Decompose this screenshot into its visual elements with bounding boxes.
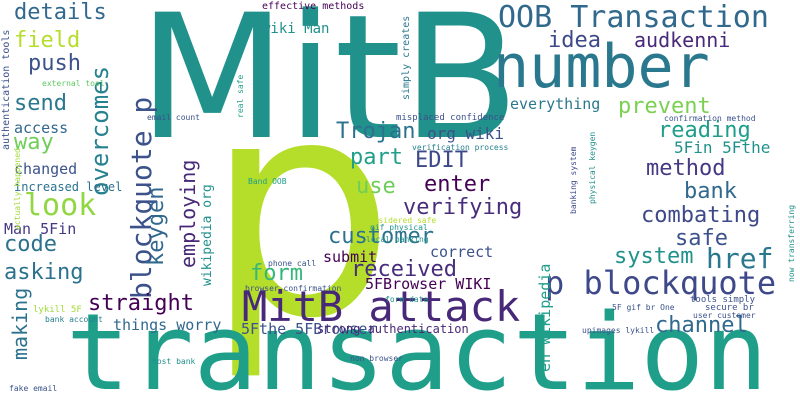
word-mitb: MitB <box>138 0 520 178</box>
word-prevent: prevent <box>618 94 711 119</box>
word-method: method <box>646 156 726 181</box>
word-everything: everything <box>510 95 601 113</box>
word-considered-safe: considered safe <box>364 216 437 225</box>
word-enter: enter <box>424 172 491 197</box>
word-straight: straight <box>88 291 194 316</box>
word-email-count: email count <box>147 113 200 122</box>
word-edit: EDIT <box>415 148 468 173</box>
word-field: field <box>14 28 81 53</box>
word-access: access <box>14 119 69 137</box>
word-increased-level: increased level <box>14 180 123 194</box>
word-making: making <box>8 287 32 360</box>
word-non-browser: non browser <box>350 354 403 363</box>
word-5f-gif-br-one: 5F gif br One <box>612 303 675 312</box>
word-verification-process: verification process <box>412 143 509 152</box>
word-keygen: keygen <box>144 186 169 266</box>
word-combating: combating <box>641 203 761 228</box>
word-safe: safe <box>675 226 728 251</box>
word-customer: customer <box>328 224 434 249</box>
word-audkenni: audkenni <box>634 28 731 52</box>
word-asking: asking <box>4 260 84 285</box>
word-now-transferring: now transferring <box>787 204 796 282</box>
word-look: look <box>24 188 97 223</box>
word-5fbrowser-wiki: 5FBrowser WIKI <box>365 275 492 293</box>
word-transaction: transaction <box>66 291 768 400</box>
word-reading: reading <box>658 118 751 143</box>
word-form-data: form data <box>385 295 429 304</box>
word-en-wikipedia: en wikipedia <box>536 263 554 372</box>
word-channel: channel <box>655 313 748 338</box>
word-5fin-5fthe: 5Fin 5Fthe <box>674 138 771 157</box>
word-tools-simply: tools simply <box>690 295 756 305</box>
word-push: push <box>28 51 81 76</box>
word-local-banking: local banking <box>366 235 429 244</box>
word-form: form <box>250 261 303 286</box>
word-bank: bank <box>684 179 737 204</box>
word-confirmation-method: confirmation method <box>664 114 756 123</box>
word-submit: submit <box>323 248 378 266</box>
word-lykill-5f: lykill 5F <box>33 305 82 315</box>
word-upimages-lykill: upimages lykill <box>582 326 655 335</box>
word-part: part <box>350 145 403 170</box>
word-user-customer: user customer <box>693 311 756 320</box>
word-p: p <box>205 35 396 384</box>
word-host-bank: host bank <box>152 357 196 366</box>
word-gif-physical: gif physical <box>370 223 428 232</box>
word-phone-call: phone call <box>268 259 317 268</box>
word-mitb-attack: MitB attack <box>242 282 521 331</box>
word-things-worry: things worry <box>113 316 222 334</box>
word-external-tool: external tool <box>42 79 105 88</box>
word-number: number <box>493 32 710 102</box>
word-code: code <box>4 232 57 257</box>
word-way: way <box>14 130 54 155</box>
word-wikipedia-org: wikipedia org <box>200 184 215 286</box>
word-browser-confirmation: browser confirmation <box>245 284 342 293</box>
word-use: use <box>356 174 396 199</box>
word-changed: changed <box>14 160 78 178</box>
word-verifying: verifying <box>403 195 523 220</box>
word-received: received <box>351 257 457 282</box>
word-fake-email: fake email <box>9 384 58 393</box>
word-system: system <box>614 244 694 269</box>
word-man-5fin: Man 5Fin <box>4 220 77 238</box>
word-real-safe: real safe <box>236 74 245 118</box>
word-oob-transaction: OOB Transaction <box>498 0 769 35</box>
word-send: send <box>14 91 67 116</box>
word-correct: correct <box>430 243 494 261</box>
word-actually-happened: actually happened <box>13 148 22 230</box>
word-wiki-man: wiki Man <box>262 21 330 37</box>
word-misplaced-confidence: misplaced confidence <box>396 113 505 123</box>
word-p-blockquote: p blockquote <box>545 264 777 302</box>
word-band-oob: Band OOB <box>248 177 287 186</box>
word-5fthe-5fbrowser: 5Fthe 5FBrowser <box>241 320 377 338</box>
word-physical-keygen: physical keygen <box>588 131 597 204</box>
word-strong-authentication: strong authentication <box>317 322 469 336</box>
word-idea: idea <box>548 28 601 53</box>
word-effective-methods: effective methods <box>262 1 365 12</box>
word-href: href <box>706 242 774 275</box>
word-banking-system: banking system <box>569 146 578 214</box>
word-trojan: Trojan <box>336 119 416 144</box>
word-secure-br: secure br <box>705 303 754 313</box>
word-authentication-tools: authentication tools <box>1 29 12 150</box>
word-org-wiki: org wiki <box>427 124 505 143</box>
word-simply-creates: simply creates <box>401 15 412 100</box>
word-bank-account: bank account <box>45 315 103 324</box>
word-details: details <box>14 0 107 25</box>
word-employing: employing <box>176 159 200 268</box>
